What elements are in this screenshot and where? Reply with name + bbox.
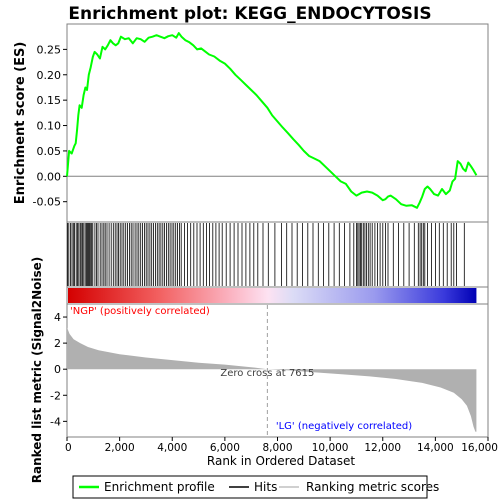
es-y-tick-label: 0.05 <box>37 145 62 158</box>
x-axis-label: Rank in Ordered Dataset <box>207 454 355 468</box>
hit-marks <box>67 223 465 286</box>
metric-y-tick-label: 4 <box>54 311 61 324</box>
es-panel: -0.05 0.00 0.05 0.10 0.15 0.20 0.25 Enrichment… <box>13 23 489 223</box>
x-tick-label: 0 <box>65 442 72 454</box>
metric-y-tick-label: -2 <box>50 389 61 402</box>
negative-correlation-label: 'LG' (negatively correlated) <box>276 421 412 432</box>
es-y-axis-ticks: -0.05 0.00 0.05 0.10 0.15 0.20 0.25 <box>33 43 67 209</box>
x-tick-label: 14,000 <box>417 442 454 454</box>
legend-label-ranking-metric: Ranking metric scores <box>306 480 439 494</box>
rank-color-band-gradient <box>68 288 477 303</box>
es-y-tick-label: 0.15 <box>37 94 62 107</box>
es-y-tick-label: 0.20 <box>37 69 62 82</box>
es-y-tick-label: 0.00 <box>37 170 62 183</box>
x-tick-label: 10,000 <box>312 442 349 454</box>
positive-correlation-label: 'NGP' (positively correlated) <box>70 306 210 317</box>
metric-y-tick-label: 2 <box>54 337 61 350</box>
es-y-tick-label: 0.25 <box>37 43 62 56</box>
hits-panel <box>66 221 489 288</box>
chart-title: Enrichment plot: KEGG_ENDOCYTOSIS <box>68 4 431 24</box>
metric-panel: -4 -2 0 2 4 Zero cross at 7615 'NGP' (positi… <box>30 257 489 484</box>
legend: Enrichment profile Hits Ranking metric s… <box>72 475 439 499</box>
zero-cross-label: Zero cross at 7615 <box>220 368 314 379</box>
x-tick-label: 8,000 <box>262 442 292 454</box>
x-axis: 0 2,000 4,000 6,000 8,000 10,000 12,000 14,000 1… <box>65 437 498 454</box>
x-tick-label: 16,000 <box>461 442 498 454</box>
metric-y-axis-label: Ranked list metric (Signal2Noise) <box>30 257 44 484</box>
x-tick-label: 4,000 <box>157 442 187 454</box>
es-y-tick-label: -0.05 <box>33 196 61 209</box>
x-tick-label: 6,000 <box>210 442 240 454</box>
rank-color-band <box>66 286 489 305</box>
legend-label-hits: Hits <box>254 480 277 494</box>
es-y-tick-label: 0.10 <box>37 120 62 133</box>
metric-y-tick-label: -4 <box>50 415 61 428</box>
x-tick-label: 12,000 <box>364 442 401 454</box>
metric-y-tick-label: 0 <box>54 363 61 376</box>
legend-label-enrichment-profile: Enrichment profile <box>104 480 215 494</box>
x-tick-label: 2,000 <box>105 442 135 454</box>
enrichment-profile-line <box>66 32 478 209</box>
es-y-axis-label: Enrichment score (ES) <box>13 42 28 205</box>
metric-y-axis-ticks: -4 -2 0 2 4 <box>50 311 67 428</box>
legend-box <box>72 475 428 499</box>
